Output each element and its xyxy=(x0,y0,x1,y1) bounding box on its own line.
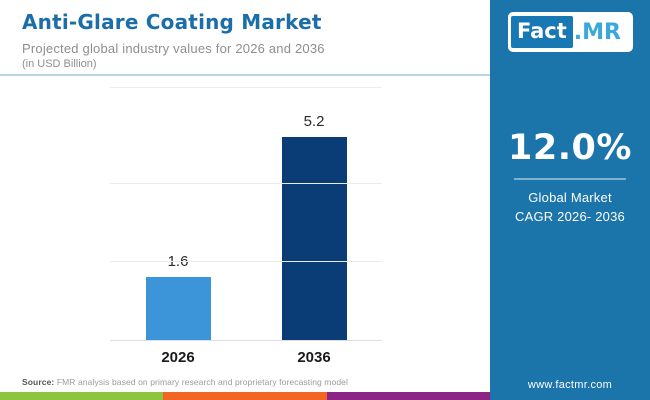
header-divider xyxy=(0,74,490,76)
logo-fact-box: Fact xyxy=(511,16,573,48)
cagr-label-line1: Global Market xyxy=(528,190,612,205)
page-title: Anti-Glare Coating Market xyxy=(22,10,322,34)
bar-value-label: 1.6 xyxy=(167,253,189,271)
page-subtitle: Projected global industry values for 202… xyxy=(22,41,325,56)
x-axis-labels: 2026 2036 xyxy=(110,349,382,369)
cagr-stat: 12.0% Global Market CAGR 2026- 2036 xyxy=(490,128,650,227)
header: Anti-Glare Coating Market Projected glob… xyxy=(22,10,472,70)
gridline xyxy=(110,260,382,262)
cagr-label-line2: CAGR 2026- 2036 xyxy=(515,208,625,224)
x-tick-2036: 2036 xyxy=(297,349,331,366)
unit-label: (in USD Billion) xyxy=(22,58,97,70)
source-note: Source: FMR analysis based on primary re… xyxy=(22,377,348,387)
x-tick-2026: 2026 xyxy=(161,349,195,366)
bar-rect-2036 xyxy=(281,136,347,340)
sidebar: Fact .MR 12.0% Global Market CAGR 2026- … xyxy=(490,0,650,400)
source-label: Source: xyxy=(22,377,55,387)
cagr-label: Global Market CAGR 2026- 2036 xyxy=(490,189,650,227)
logo-mr-text: .MR xyxy=(573,19,621,45)
bar-rect-2026 xyxy=(145,277,211,340)
brand-color-strip xyxy=(0,392,490,400)
strip-purple-segment xyxy=(326,392,490,400)
bar-2026: 1.6 xyxy=(145,86,211,340)
plot-area: 1.6 5.2 xyxy=(110,87,382,341)
bar-value-label: 5.2 xyxy=(303,112,325,130)
chart-panel: Anti-Glare Coating Market Projected glob… xyxy=(0,10,490,400)
cagr-value: 12.0% xyxy=(508,128,632,168)
bar-2036: 5.2 xyxy=(281,86,347,340)
cagr-divider xyxy=(514,178,626,180)
source-text: FMR analysis based on primary research a… xyxy=(56,377,348,387)
gridline xyxy=(110,182,382,184)
website-link[interactable]: www.factmr.com xyxy=(527,379,613,391)
strip-orange-segment xyxy=(163,392,327,400)
strip-green-segment xyxy=(0,392,164,400)
factmr-logo: Fact .MR xyxy=(508,12,633,52)
